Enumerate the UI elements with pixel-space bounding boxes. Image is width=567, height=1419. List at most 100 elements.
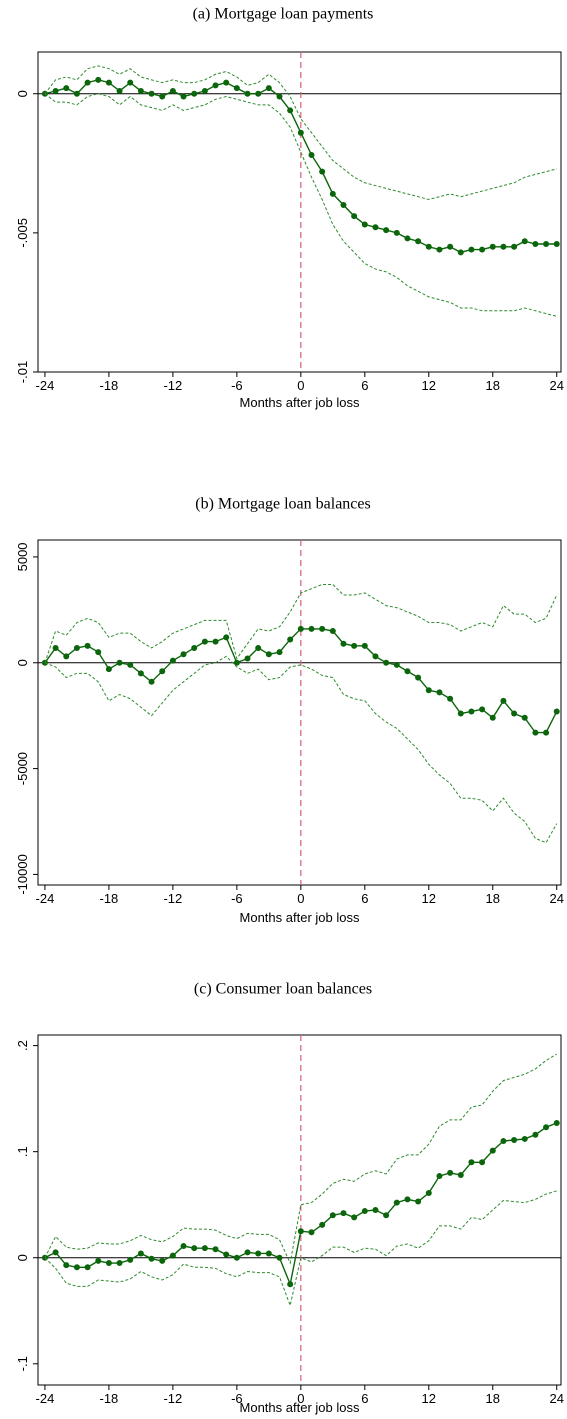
point: [468, 1159, 475, 1166]
point: [244, 90, 251, 97]
x-tick-label: 0: [297, 1391, 304, 1406]
point: [127, 1256, 134, 1263]
point: [159, 93, 166, 100]
point: [521, 238, 528, 245]
point: [63, 85, 70, 92]
point: [127, 79, 134, 86]
point: [276, 93, 283, 100]
point: [159, 1257, 166, 1264]
point: [319, 1221, 326, 1228]
point: [137, 87, 144, 94]
x-tick-label: 12: [422, 891, 436, 906]
point: [84, 79, 91, 86]
point: [212, 82, 219, 89]
point: [137, 670, 144, 677]
x-tick-label: 24: [550, 1391, 564, 1406]
y-tick-label: -.1: [15, 1356, 30, 1371]
point: [479, 706, 486, 713]
point: [137, 1250, 144, 1257]
y-tick-label: 0: [15, 659, 30, 666]
x-tick-label: -18: [100, 891, 119, 906]
point: [425, 687, 432, 694]
point: [351, 213, 358, 220]
point: [201, 638, 208, 645]
x-axis-label: Months after job loss: [240, 395, 360, 410]
point: [543, 729, 550, 736]
x-tick-label: -18: [100, 378, 119, 393]
point: [436, 1173, 443, 1180]
point: [276, 1254, 283, 1261]
point: [105, 666, 112, 673]
point: [351, 642, 358, 649]
point: [425, 243, 432, 250]
point: [468, 246, 475, 253]
point: [521, 1135, 528, 1142]
point: [63, 1262, 70, 1269]
point: [265, 85, 272, 92]
point: [180, 1243, 187, 1250]
point: [361, 1208, 368, 1215]
point: [489, 243, 496, 250]
point: [105, 79, 112, 86]
point: [393, 661, 400, 668]
point: [351, 1214, 358, 1221]
point: [489, 1147, 496, 1154]
x-tick-label: -24: [36, 1391, 55, 1406]
point: [265, 1250, 272, 1257]
point: [201, 1245, 208, 1252]
point: [500, 1138, 507, 1145]
point: [84, 1264, 91, 1271]
point: [95, 76, 102, 83]
point: [191, 644, 198, 651]
y-tick-label: .2: [15, 1040, 30, 1051]
point: [319, 625, 326, 632]
x-tick-label: -24: [36, 378, 55, 393]
point: [73, 90, 80, 97]
point: [297, 1228, 304, 1235]
point: [159, 668, 166, 675]
panel-title: (c) Consumer loan balances: [194, 981, 372, 998]
ci-line: [44, 655, 558, 844]
point: [329, 628, 336, 635]
point: [489, 714, 496, 721]
point: [553, 708, 560, 715]
x-tick-label: 0: [297, 378, 304, 393]
point: [308, 1229, 315, 1236]
point: [447, 1169, 454, 1176]
x-tick-label: 0: [297, 891, 304, 906]
point: [447, 243, 454, 250]
x-tick-label: 12: [422, 378, 436, 393]
ci-line: [44, 65, 557, 200]
point: [393, 229, 400, 236]
point: [340, 202, 347, 209]
point: [265, 651, 272, 658]
point: [52, 1249, 59, 1256]
x-tick-label: -6: [231, 1391, 243, 1406]
plot-frame: [37, 51, 562, 373]
point: [532, 1131, 539, 1138]
x-tick-label: 6: [361, 1391, 368, 1406]
point: [404, 235, 411, 242]
x-tick-label: 24: [550, 378, 564, 393]
point: [169, 87, 176, 94]
point: [553, 1120, 560, 1127]
point: [415, 674, 422, 681]
point: [383, 659, 390, 666]
point: [511, 1137, 518, 1143]
point: [148, 90, 155, 97]
point: [233, 659, 240, 666]
point: [543, 1124, 550, 1131]
point: [479, 1159, 486, 1166]
point: [297, 625, 304, 632]
point: [500, 243, 507, 250]
point: [255, 644, 262, 651]
point: [276, 649, 283, 656]
point: [361, 221, 368, 228]
point: [308, 625, 315, 632]
point: [340, 1210, 347, 1217]
point: [255, 1250, 262, 1257]
x-tick-label: 24: [550, 891, 564, 906]
point: [383, 227, 390, 234]
point: [511, 243, 518, 250]
point: [468, 708, 475, 715]
